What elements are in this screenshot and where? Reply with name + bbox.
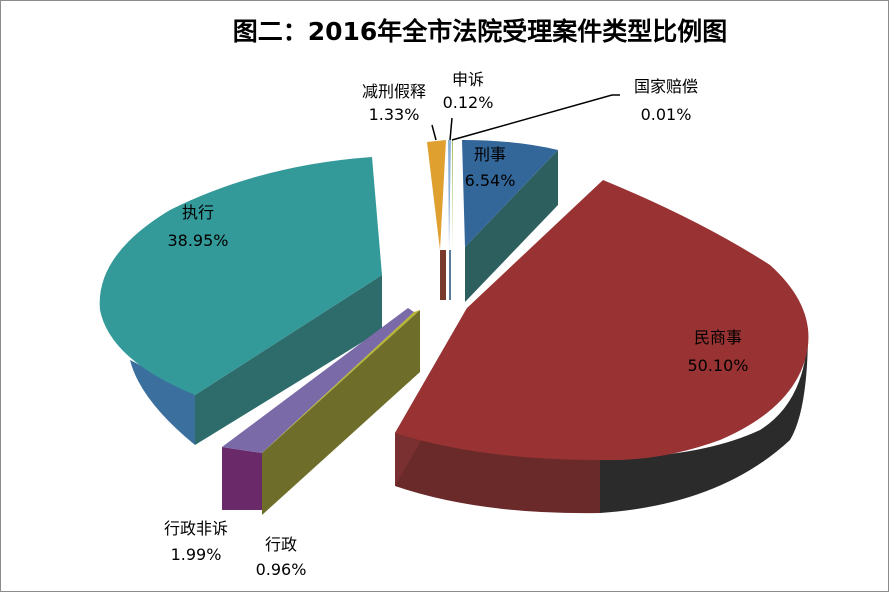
slice-side xyxy=(449,250,451,300)
label-shensu-value: 0.12% xyxy=(443,93,494,112)
slice-top xyxy=(452,140,453,250)
leader-line xyxy=(449,117,453,141)
slice-side xyxy=(440,250,446,300)
slice-side xyxy=(465,150,558,302)
label-xingshi-value: 6.54% xyxy=(465,171,516,190)
label-xingzhengfeisu-value: 1.99% xyxy=(171,545,222,564)
label-xingshi-name: 刑事 xyxy=(474,145,506,164)
slice-zhixing xyxy=(99,157,382,445)
slice-top xyxy=(427,140,446,250)
slice-top xyxy=(99,157,382,395)
leader-line xyxy=(431,124,437,141)
chart-title: 图二：2016年全市法院受理案件类型比例图 xyxy=(233,17,728,46)
slice-xingshi xyxy=(462,140,558,302)
slice-side xyxy=(600,325,808,513)
slice-top xyxy=(222,308,414,453)
label-minshangshi-value: 50.10% xyxy=(687,356,748,375)
slice-top xyxy=(448,140,451,250)
label-zhixing-name: 执行 xyxy=(182,203,214,222)
slice-top xyxy=(262,310,420,453)
slice-side xyxy=(222,447,262,510)
label-xingzheng-value: 0.96% xyxy=(256,560,307,579)
slice-jianxingjiashi xyxy=(427,140,446,300)
slice-xingzheng xyxy=(262,310,420,515)
slice-minshangshi xyxy=(395,180,809,514)
slice-top xyxy=(395,180,809,461)
label-minshangshi-name: 民商事 xyxy=(694,328,742,347)
label-xingzheng-name: 行政 xyxy=(265,535,297,554)
label-shensu-name: 申诉 xyxy=(452,70,484,89)
label-guojiapeichang-value: 0.01% xyxy=(641,105,692,124)
label-xingzhengfeisu-name: 行政非诉 xyxy=(164,519,228,538)
slice-side xyxy=(130,360,195,445)
label-jianxingjiashi-name: 减刑假释 xyxy=(362,82,426,101)
leader-line xyxy=(451,94,620,141)
slice-side xyxy=(262,310,420,515)
label-jianxingjiashi-value: 1.33% xyxy=(369,105,420,124)
label-zhixing-value: 38.95% xyxy=(167,231,228,250)
slice-xingzhengfeisu xyxy=(222,308,414,510)
slice-shensu xyxy=(448,140,451,300)
slice-top xyxy=(462,140,558,247)
slice-guojiapeichang xyxy=(452,140,453,250)
slice-side xyxy=(195,275,382,445)
label-guojiapeichang-name: 国家赔偿 xyxy=(634,77,698,96)
